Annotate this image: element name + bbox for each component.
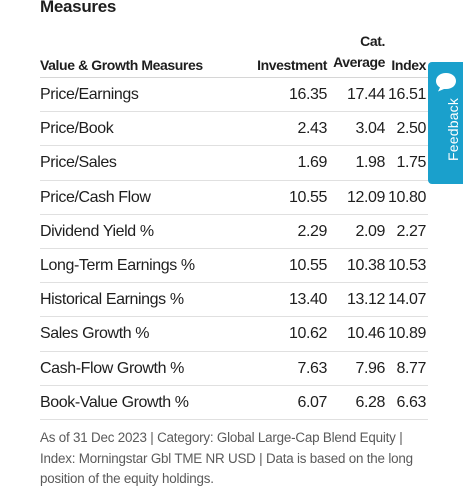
row-investment: 13.40 [288, 291, 327, 309]
row-cat-average: 17.44 [346, 86, 385, 103]
row-index: 14.07 [387, 291, 426, 309]
row-index: 8.77 [396, 359, 426, 377]
row-investment: 10.62 [288, 325, 327, 343]
row-investment: 6.07 [297, 393, 327, 411]
row-investment: 2.29 [297, 222, 327, 240]
row-investment: 2.43 [297, 120, 327, 138]
table-row: Long-Term Earnings % 10.55 10.38 10.53 [40, 249, 428, 284]
row-investment: 10.55 [288, 256, 327, 274]
header-cat-line2: Average [333, 54, 385, 70]
row-cat-average: 6.28 [355, 393, 385, 411]
row-index: 2.50 [396, 120, 426, 138]
table-row: Price/Sales 1.69 1.98 1.75 [40, 146, 428, 181]
row-index: 10.80 [387, 188, 426, 206]
row-label: Price/Sales [40, 154, 117, 172]
row-index: 6.63 [396, 393, 426, 411]
row-index: 16.51 [387, 86, 426, 103]
table-row: Historical Earnings % 13.40 13.12 14.07 [40, 283, 428, 318]
row-label: Historical Earnings % [40, 291, 184, 309]
table-row: Book-Value Growth % 6.07 6.28 6.63 [40, 386, 428, 420]
row-index: 1.75 [396, 154, 426, 172]
row-label: Sales Growth % [40, 325, 150, 343]
table-row: Cash-Flow Growth % 7.63 7.96 8.77 [40, 352, 428, 386]
row-label: Cash-Flow Growth % [40, 359, 184, 377]
row-index: 2.27 [396, 222, 426, 240]
measures-table: Value & Growth Measures Investment Cat. … [40, 31, 428, 420]
header-cat-line1: Cat. [360, 33, 385, 49]
row-index: 10.53 [387, 256, 426, 274]
feedback-button[interactable]: Feedback [428, 62, 463, 184]
header-cat-average: Cat. Average [333, 31, 385, 73]
table-row: Sales Growth % 10.62 10.46 10.89 [40, 317, 428, 352]
row-cat-average: 13.12 [346, 291, 385, 309]
table-row: Price/Earnings 16.35 17.44 16.51 [40, 78, 428, 113]
row-cat-average: 3.04 [355, 120, 385, 138]
row-label: Long-Term Earnings % [40, 256, 195, 274]
row-label: Price/Earnings [40, 86, 139, 103]
row-label: Dividend Yield % [40, 222, 154, 240]
row-label: Price/Book [40, 120, 114, 138]
row-cat-average: 10.38 [346, 256, 385, 274]
table-header: Value & Growth Measures Investment Cat. … [40, 31, 428, 78]
chat-bubble-icon [435, 72, 457, 92]
header-investment: Investment [257, 57, 327, 73]
row-label: Price/Cash Flow [40, 188, 151, 206]
row-cat-average: 2.09 [355, 222, 385, 240]
feedback-label: Feedback [445, 97, 461, 161]
row-investment: 7.63 [297, 359, 327, 377]
row-investment: 10.55 [288, 188, 327, 206]
section-title: Measures [40, 0, 117, 16]
header-measure: Value & Growth Measures [40, 57, 203, 73]
row-investment: 1.69 [297, 154, 327, 172]
footnote: As of 31 Dec 2023 | Category: Global Lar… [40, 430, 413, 486]
row-label: Book-Value Growth % [40, 393, 189, 411]
table-row: Price/Book 2.43 3.04 2.50 [40, 112, 428, 147]
table-row: Price/Cash Flow 10.55 12.09 10.80 [40, 181, 428, 215]
table-row: Dividend Yield % 2.29 2.09 2.27 [40, 215, 428, 249]
row-cat-average: 7.96 [355, 359, 385, 377]
row-cat-average: 1.98 [355, 154, 385, 172]
row-cat-average: 10.46 [346, 325, 385, 343]
row-index: 10.89 [387, 325, 426, 343]
row-cat-average: 12.09 [346, 188, 385, 206]
header-index: Index [391, 57, 426, 73]
row-investment: 16.35 [288, 86, 327, 103]
